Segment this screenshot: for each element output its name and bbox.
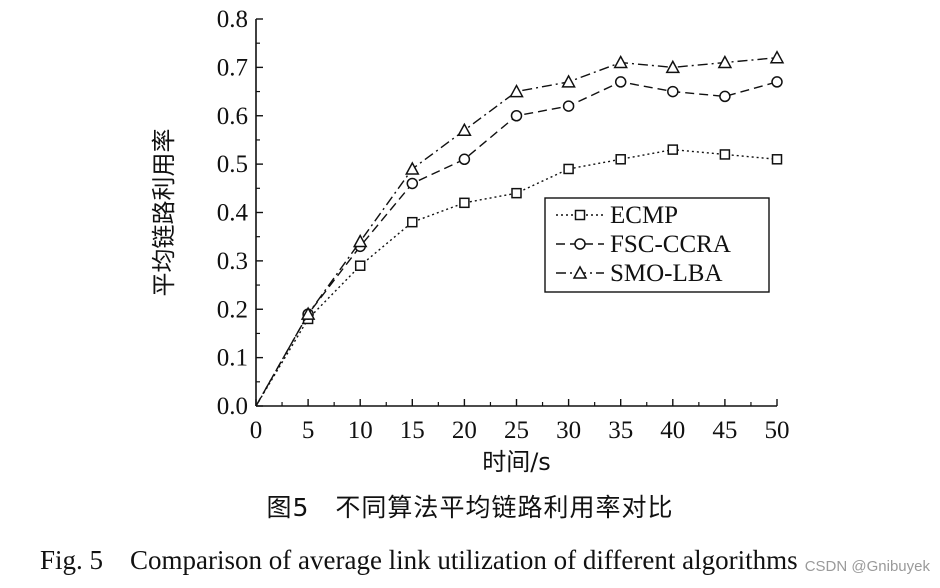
data-point-triangle xyxy=(509,83,524,98)
x-tick-label: 10 xyxy=(348,417,373,444)
x-tick-label: 0 xyxy=(250,417,263,444)
watermark: CSDN @Gnibuyek xyxy=(804,558,930,575)
data-point-triangle xyxy=(769,50,785,64)
data-point-circle xyxy=(667,85,679,98)
y-tick-label: 0.8 xyxy=(217,6,248,33)
legend-marker-triangle xyxy=(572,265,588,279)
data-point-triangle xyxy=(613,54,628,69)
y-tick-label: 0.6 xyxy=(217,103,248,130)
x-axis-label: 时间/s xyxy=(482,448,551,476)
x-tick-label: 40 xyxy=(660,417,685,444)
data-point-circle xyxy=(458,153,471,166)
data-point-square xyxy=(719,149,731,160)
data-point-square xyxy=(354,260,366,271)
data-point-triangle xyxy=(457,122,472,137)
data-point-square xyxy=(771,154,783,165)
y-axis-label: 平均链路利用率 xyxy=(150,129,178,297)
x-tick-label: 5 xyxy=(302,417,315,444)
legend-marker-square xyxy=(574,209,586,221)
data-point-circle xyxy=(510,110,523,122)
series-line xyxy=(255,148,778,407)
y-tick-label: 0.4 xyxy=(217,200,249,227)
line-chart: 0.0 0.1 0.2 0.3 0.4 0.5 0.6 0.7 0.8 0 5 10 15 20 25 30 3… xyxy=(150,6,790,476)
series-layer xyxy=(255,50,785,407)
data-point-square xyxy=(459,197,470,209)
data-point-triangle xyxy=(665,59,681,74)
caption-chinese: 图5 不同算法平均链路利用率对比 xyxy=(266,493,674,522)
caption-english: Fig. 5 Comparison of average link utiliz… xyxy=(40,545,798,575)
series-smo-lba xyxy=(255,50,785,407)
legend-item-smo-lba: SMO-LBA xyxy=(556,260,723,287)
data-point-square xyxy=(563,163,574,175)
axes: 0.0 0.1 0.2 0.3 0.4 0.5 0.6 0.7 0.8 0 5 10 15 20 25 30 3… xyxy=(217,6,790,444)
data-point-triangle xyxy=(352,233,368,248)
x-tick-label: 15 xyxy=(400,417,425,444)
x-tick-label: 25 xyxy=(504,417,529,444)
y-tick-label: 0.3 xyxy=(217,248,248,275)
data-point-circle xyxy=(719,90,731,103)
data-point-triangle xyxy=(561,74,576,88)
data-point-triangle xyxy=(405,161,420,175)
y-tick-label: 0.0 xyxy=(217,393,248,420)
data-point-triangle xyxy=(717,54,733,69)
legend-label: FSC-CCRA xyxy=(610,231,731,258)
legend-label: SMO-LBA xyxy=(610,260,723,287)
y-tick-label: 0.7 xyxy=(217,54,248,81)
y-tick-label: 0.2 xyxy=(217,296,248,323)
data-point-triangle xyxy=(300,306,316,320)
legend-label: ECMP xyxy=(610,202,678,229)
data-point-square xyxy=(667,144,679,155)
x-tick-label: 30 xyxy=(556,417,581,444)
data-point-circle xyxy=(614,76,627,88)
y-tick-label: 0.5 xyxy=(217,151,248,178)
data-point-square xyxy=(511,187,522,199)
x-tick-label: 50 xyxy=(765,417,790,444)
data-point-circle xyxy=(406,177,419,190)
data-point-square xyxy=(615,154,626,165)
legend-item-fsc-ccra: FSC-CCRA xyxy=(556,231,731,258)
legend-item-ecmp: ECMP xyxy=(556,202,678,229)
data-point-circle xyxy=(771,76,783,88)
x-tick-label: 20 xyxy=(452,417,477,444)
x-tick-label: 45 xyxy=(712,417,737,444)
data-point-circle xyxy=(562,100,575,112)
data-point-square xyxy=(407,216,418,228)
x-tick-label: 35 xyxy=(608,417,633,444)
legend-marker-circle xyxy=(574,238,586,250)
y-tick-label: 0.1 xyxy=(217,345,248,372)
